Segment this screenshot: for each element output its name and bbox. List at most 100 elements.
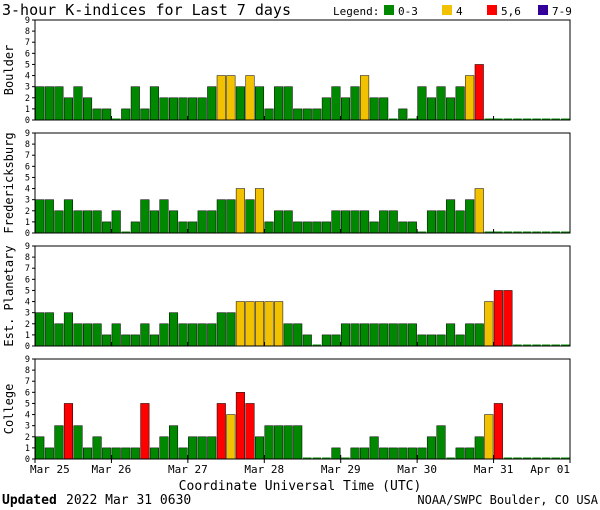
bar <box>83 323 93 347</box>
bar <box>522 231 532 233</box>
bar <box>388 447 398 460</box>
bar <box>216 403 226 460</box>
bar <box>35 86 45 121</box>
bar <box>197 436 207 460</box>
bar <box>111 210 121 234</box>
x-tick-label: Apr 01 <box>530 463 570 476</box>
y-tick-label: 6 <box>25 162 30 172</box>
bar <box>159 199 169 234</box>
bar <box>83 210 93 234</box>
bar <box>494 231 503 233</box>
bar <box>503 231 513 233</box>
bar <box>293 323 303 347</box>
bar <box>293 108 303 121</box>
bar <box>484 231 494 233</box>
panel-frame <box>34 132 571 234</box>
bar <box>35 312 45 347</box>
bar <box>207 323 217 347</box>
x-tick-label: Mar 29 <box>321 463 361 476</box>
bar <box>369 221 379 234</box>
bar <box>169 312 179 347</box>
bar <box>245 75 255 121</box>
bar <box>264 108 274 121</box>
bar <box>216 75 226 121</box>
bar <box>245 403 255 460</box>
bar <box>407 447 417 460</box>
bar <box>226 414 236 460</box>
y-tick-label: 8 <box>25 27 30 37</box>
bar <box>312 221 322 234</box>
bar <box>407 323 417 347</box>
legend-label-1: 4 <box>456 5 463 18</box>
bar <box>494 118 503 120</box>
bar <box>264 425 274 460</box>
bar <box>465 199 475 234</box>
chart-title: 3-hour K-indices for Last 7 days <box>2 1 291 19</box>
bar <box>226 75 236 121</box>
y-tick-label: 1 <box>25 105 30 115</box>
bar <box>63 97 73 121</box>
bar <box>551 457 560 459</box>
bar <box>235 392 245 460</box>
x-tick-label: Mar 27 <box>168 463 208 476</box>
bar <box>417 231 427 233</box>
bar <box>216 312 226 347</box>
bar <box>226 199 236 234</box>
bar <box>465 323 475 347</box>
bar <box>541 457 551 459</box>
bar <box>350 323 360 347</box>
y-tick-label: 0 <box>25 342 30 352</box>
x-tick-label: Mar 28 <box>244 463 284 476</box>
bar <box>541 231 551 233</box>
y-tick-label: 9 <box>25 129 30 139</box>
bar <box>446 97 456 121</box>
bar <box>408 118 417 120</box>
bar <box>398 447 408 460</box>
bar <box>188 221 198 234</box>
bar <box>121 108 131 121</box>
y-tick-label: 3 <box>25 83 30 93</box>
bar <box>35 436 45 460</box>
bar <box>446 457 455 459</box>
bar <box>341 457 350 459</box>
bar <box>532 344 541 346</box>
bar <box>398 221 408 234</box>
bar <box>130 334 140 347</box>
bar <box>149 334 159 347</box>
bar <box>331 210 341 234</box>
bar <box>513 344 522 346</box>
bar <box>111 447 121 460</box>
bar <box>560 118 570 120</box>
bar <box>321 221 331 234</box>
bar <box>474 436 484 460</box>
y-tick-label: 0 <box>25 455 30 465</box>
legend-label-2: 5,6 <box>501 5 521 18</box>
bar <box>140 403 150 460</box>
bar <box>436 210 446 234</box>
bar <box>226 312 236 347</box>
bar <box>169 425 179 460</box>
bar <box>159 436 169 460</box>
bar <box>398 323 408 347</box>
bar <box>274 210 284 234</box>
bar <box>207 86 217 121</box>
y-tick-label: 0 <box>25 229 30 239</box>
bar <box>465 75 475 121</box>
bar <box>121 447 131 460</box>
bar <box>465 447 475 460</box>
bar <box>83 447 93 460</box>
bar <box>484 414 494 460</box>
bar <box>436 86 446 121</box>
bar <box>340 323 351 347</box>
bar <box>54 425 64 460</box>
bar <box>92 108 102 121</box>
bar <box>197 210 207 234</box>
bar <box>388 323 398 347</box>
bar <box>321 334 331 347</box>
bar <box>274 86 284 121</box>
bar <box>178 97 188 121</box>
bar <box>264 301 274 347</box>
bar <box>283 323 293 347</box>
y-tick-label: 0 <box>25 116 30 126</box>
panel-frame <box>34 358 571 460</box>
